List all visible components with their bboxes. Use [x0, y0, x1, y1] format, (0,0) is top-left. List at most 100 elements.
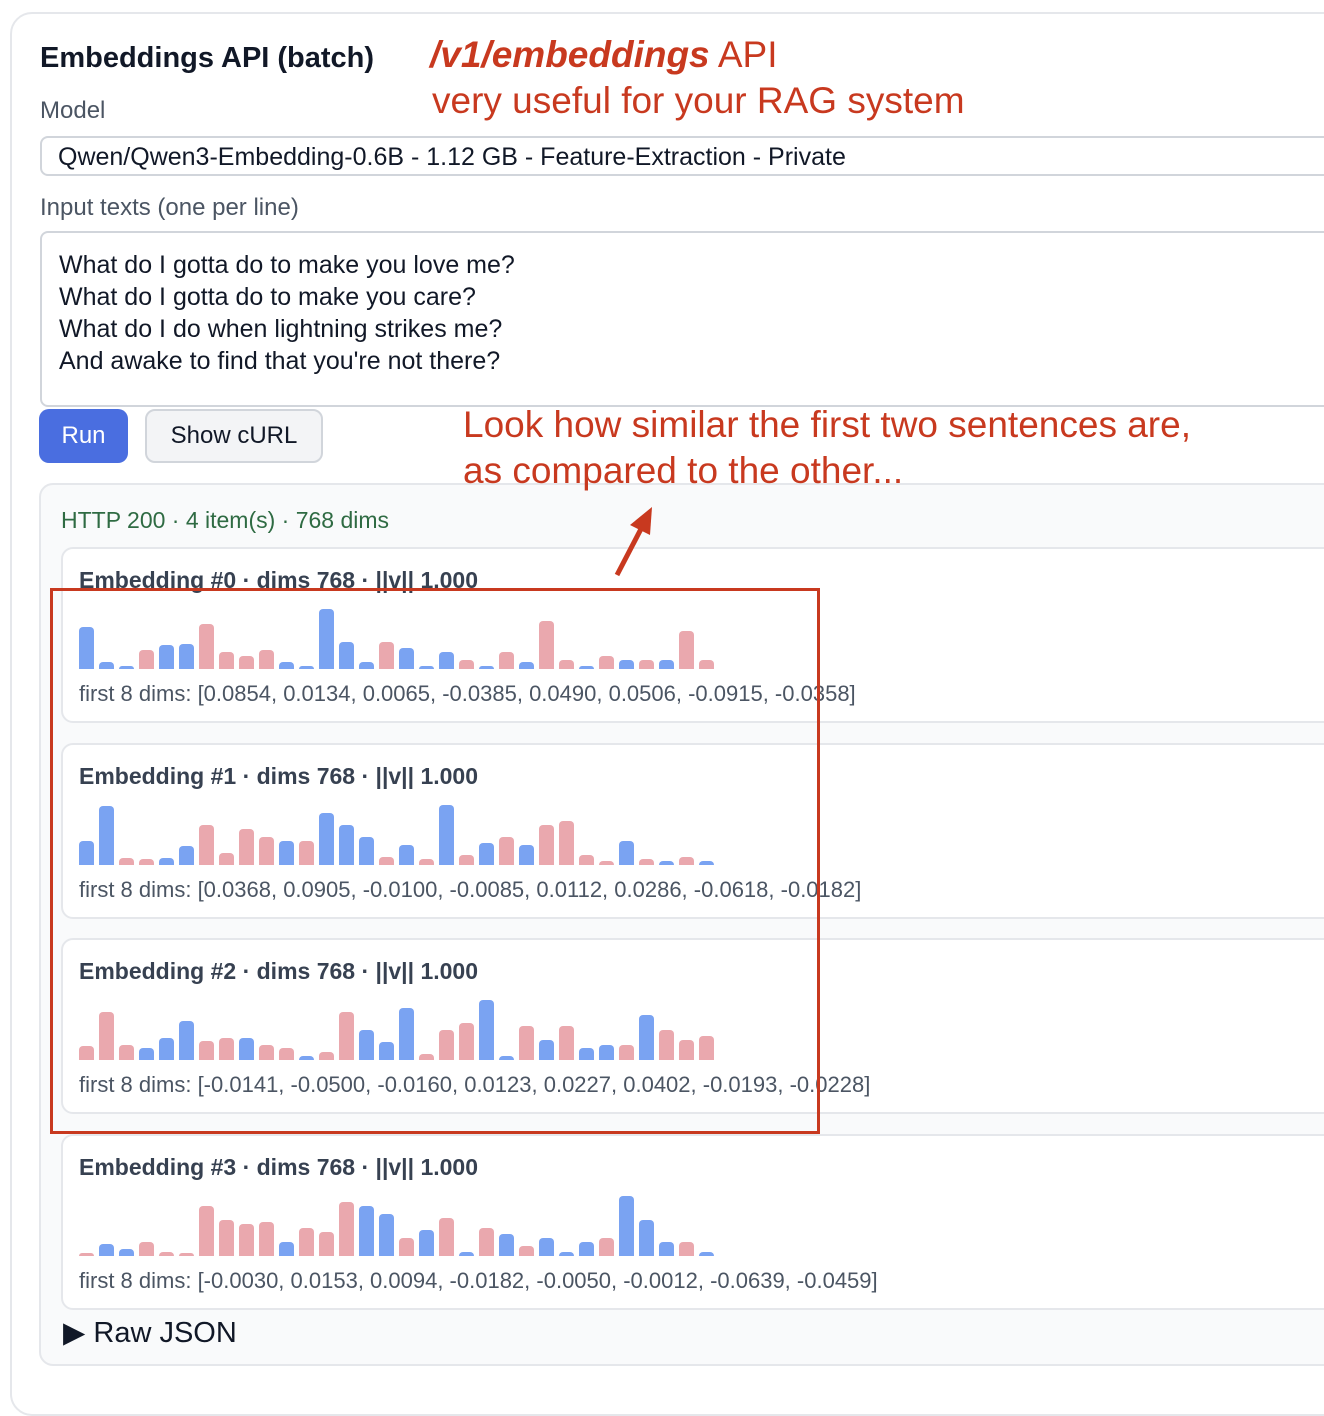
- embedding-bar: [579, 666, 594, 669]
- embedding-bar: [79, 841, 94, 865]
- embedding-bar: [159, 1252, 174, 1256]
- embedding-bar: [659, 1241, 674, 1256]
- embedding-bar: [439, 651, 454, 669]
- embedding-bar: [479, 1227, 494, 1256]
- embedding-bar: [479, 666, 494, 669]
- embedding-bar: [499, 836, 514, 865]
- raw-json-toggle[interactable]: ▶ Raw JSON: [63, 1315, 237, 1350]
- embedding-bar: [199, 1041, 214, 1060]
- embedding-bar: [439, 1030, 454, 1060]
- model-label: Model: [40, 97, 106, 124]
- embedding-bar: [119, 1248, 134, 1256]
- embedding-bar: [359, 1030, 374, 1060]
- embedding-bar: [339, 1011, 354, 1060]
- embedding-bar: [579, 855, 594, 865]
- embedding-bar: [639, 1220, 654, 1256]
- embedding-bar: [519, 844, 534, 865]
- embedding-bar: [459, 1023, 474, 1060]
- embedding-bar: [199, 624, 214, 669]
- raw-json-label: Raw JSON: [93, 1317, 237, 1349]
- embedding-bar: [259, 649, 274, 669]
- embedding-bar: [539, 824, 554, 865]
- input-label: Input texts (one per line): [40, 194, 299, 221]
- embedding-bar: [559, 1252, 574, 1256]
- embedding-bar: [679, 1241, 694, 1256]
- embedding-bar: [339, 1202, 354, 1256]
- embedding-bar: [179, 644, 194, 669]
- status-text: HTTP 200 · 4 item(s) · 768 dims: [61, 507, 390, 533]
- embedding-bar: [99, 1011, 114, 1060]
- annotation-rag: very useful for your RAG system: [432, 80, 965, 121]
- embedding-bar: [219, 853, 234, 865]
- embedding-bar: [219, 1220, 234, 1256]
- embedding-bar: [139, 650, 154, 669]
- embedding-card: Embedding #1 · dims 768 · ||v|| 1.000 fi…: [61, 743, 1324, 919]
- embedding-card: Embedding #3 · dims 768 · ||v|| 1.000 fi…: [61, 1134, 1324, 1310]
- embedding-first-dims: first 8 dims: [-0.0030, 0.0153, 0.0094, …: [79, 1268, 878, 1293]
- embedding-bar: [279, 661, 294, 669]
- embedding-bar: [339, 641, 354, 669]
- embedding-bar: [219, 651, 234, 669]
- annotation-arrow: [614, 507, 652, 577]
- embedding-bar: [439, 1217, 454, 1256]
- embedding-bar: [219, 1037, 234, 1060]
- embedding-bar: [679, 631, 694, 669]
- embedding-bar: [259, 1045, 274, 1060]
- embedding-bar: [659, 1030, 674, 1060]
- embedding-bar: [259, 836, 274, 865]
- embedding-bar: [139, 859, 154, 865]
- embedding-bar: [99, 1244, 114, 1256]
- embedding-bar: [499, 651, 514, 669]
- embedding-bar: [319, 1052, 334, 1060]
- embedding-bar: [299, 666, 314, 669]
- embedding-bar: [519, 1026, 534, 1060]
- embedding-bar: [279, 840, 294, 865]
- embedding-bar: [579, 1048, 594, 1060]
- embedding-card: Embedding #2 · dims 768 · ||v|| 1.000 fi…: [61, 938, 1324, 1114]
- annotation-highlight-box: [50, 588, 820, 1134]
- embedding-bar: [599, 655, 614, 669]
- embedding-bar: [299, 840, 314, 865]
- embedding-bar: [279, 1048, 294, 1060]
- embedding-bar: [559, 820, 574, 865]
- embedding-bar: [419, 666, 434, 669]
- show-curl-button[interactable]: Show cURL: [145, 409, 323, 463]
- embedding-first-dims: first 8 dims: [0.0854, 0.0134, 0.0065, -…: [79, 681, 856, 706]
- annotation-similar: Look how similar the first two sentences…: [463, 404, 1191, 491]
- run-button[interactable]: Run: [39, 409, 128, 463]
- embedding-bar: [99, 805, 114, 865]
- embedding-bar: [359, 1206, 374, 1256]
- embedding-bar: [399, 647, 414, 669]
- embedding-bar: [619, 840, 634, 865]
- embedding-first-dims: first 8 dims: [-0.0141, -0.0500, -0.0160…: [79, 1072, 871, 1097]
- embedding-bar: [359, 836, 374, 865]
- input-texts-textarea[interactable]: What do I gotta do to make you love me? …: [40, 231, 1324, 407]
- embedding-bar: [399, 844, 414, 865]
- embedding-title: Embedding #1 · dims 768 · ||v|| 1.000: [79, 763, 478, 789]
- embedding-bar: [159, 645, 174, 669]
- embedding-bar: [539, 1039, 554, 1060]
- embedding-bar: [699, 861, 714, 865]
- embedding-bar: [419, 1054, 434, 1060]
- embedding-bar: [679, 1039, 694, 1060]
- embedding-bar: [619, 1045, 634, 1060]
- embedding-bar: [79, 1253, 94, 1256]
- annotation-api: /v1/embeddings API: [430, 34, 778, 75]
- embedding-bar: [479, 1000, 494, 1060]
- embedding-bar: [539, 621, 554, 669]
- embedding-bar: [99, 662, 114, 669]
- embedding-bar: [659, 659, 674, 669]
- embedding-bar: [79, 627, 94, 669]
- embedding-bar: [299, 1056, 314, 1060]
- embedding-bar: [139, 1048, 154, 1060]
- embedding-bar: [559, 1026, 574, 1060]
- embedding-bar: [699, 1035, 714, 1060]
- embedding-bar: [139, 1241, 154, 1256]
- model-select[interactable]: Qwen/Qwen3-Embedding-0.6B - 1.12 GB - Fe…: [40, 136, 1324, 176]
- embedding-bar: [239, 829, 254, 865]
- embedding-bar: [699, 1252, 714, 1256]
- embedding-bar: [639, 859, 654, 865]
- embedding-bar: [279, 1241, 294, 1256]
- embedding-bar: [639, 659, 654, 669]
- embedding-bars: [79, 803, 719, 865]
